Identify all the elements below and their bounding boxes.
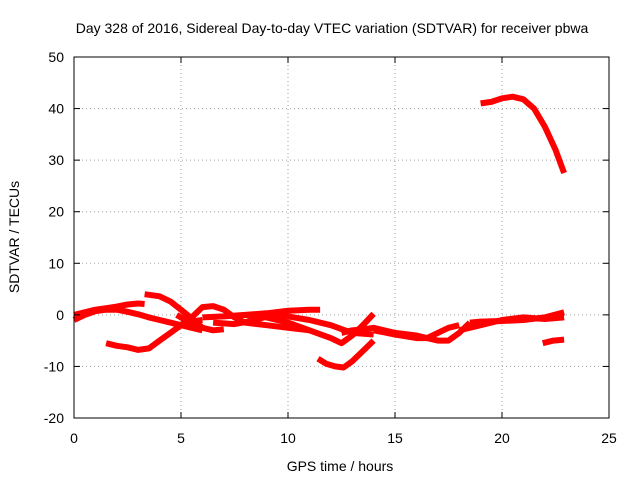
- axis-ticks: 0 5 10 15 20 25 -20 -10 0 10 20 30 40 50: [44, 49, 617, 446]
- series-line-arc-5: [175, 312, 225, 334]
- y-tick-label: -10: [44, 358, 64, 374]
- series-line-arc-7: [202, 306, 321, 321]
- x-tick-label: 0: [70, 430, 78, 446]
- y-tick-label: 20: [48, 204, 64, 220]
- y-tick-label: -20: [44, 410, 64, 426]
- grid: [74, 57, 609, 418]
- x-tick-label: 15: [387, 430, 403, 446]
- chart-title: Day 328 of 2016, Sidereal Day-to-day VTE…: [76, 20, 589, 36]
- y-tick-label: 10: [48, 255, 64, 271]
- y-tick-label: 40: [48, 101, 64, 117]
- series-line-arc-15: [480, 93, 567, 175]
- plot-frame: [73, 56, 610, 419]
- x-tick-label: 25: [601, 430, 617, 446]
- x-tick-label: 5: [177, 430, 185, 446]
- y-tick-label: 50: [48, 49, 64, 65]
- y-tick-label: 30: [48, 152, 64, 168]
- series-line-arc-2: [73, 300, 145, 318]
- series-line-arc-16: [541, 336, 565, 347]
- data-series: [72, 93, 567, 371]
- y-axis-label: SDTVAR / TECUs: [6, 181, 22, 293]
- series-line-arc-10: [316, 338, 376, 371]
- x-tick-label: 10: [280, 430, 296, 446]
- x-tick-label: 20: [494, 430, 510, 446]
- series-line-arc-14: [458, 314, 565, 334]
- y-tick-label: 0: [56, 307, 64, 323]
- x-axis-label: GPS time / hours: [287, 458, 394, 474]
- series-line-arc-12: [373, 322, 460, 342]
